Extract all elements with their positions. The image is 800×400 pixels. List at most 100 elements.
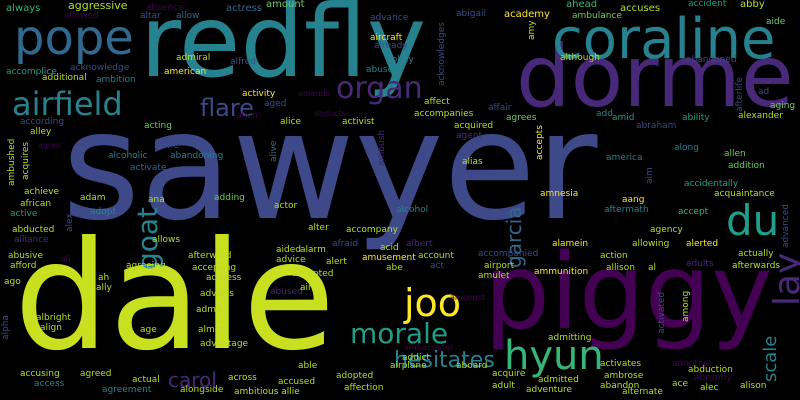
word-alex: alex xyxy=(65,213,75,232)
word-alpha: alpha xyxy=(1,315,11,340)
word-activist: activist xyxy=(342,117,375,127)
word-actress: actress xyxy=(226,3,263,14)
word-acquires: acquires xyxy=(21,141,31,180)
word-aang: aang xyxy=(622,195,645,205)
word-aim: aim xyxy=(645,167,655,184)
word-alley: alley xyxy=(30,127,52,137)
word-action: action xyxy=(600,251,628,261)
word-alias: alias xyxy=(462,157,483,167)
word-aging: aging xyxy=(770,101,796,111)
word-piggy: piggy xyxy=(484,231,773,353)
word-allows: allows xyxy=(152,235,181,245)
word-organ: organ xyxy=(336,71,423,106)
word-acting: acting xyxy=(144,121,172,131)
word-ambrose: ambrose xyxy=(604,371,644,381)
word-aggressive: aggressive xyxy=(68,0,128,12)
word-airplane: airplane xyxy=(390,361,427,371)
word-agrees: agrees xyxy=(506,113,537,123)
word-along: along xyxy=(674,143,699,153)
word-ah: ah xyxy=(98,273,110,283)
word-accepting: accepting xyxy=(192,263,237,273)
word-afraid: afraid xyxy=(332,239,359,249)
word-affect: affect xyxy=(424,97,450,107)
word-acquaintance: acquaintance xyxy=(714,189,775,199)
word-accompanies: accompanies xyxy=(414,109,474,119)
word-alongside: alongside xyxy=(180,385,224,395)
word-amusement: amusement xyxy=(362,253,416,263)
word-abused: abused xyxy=(270,287,303,297)
word-ana: ana xyxy=(148,195,165,205)
word-amy: amy xyxy=(527,20,537,40)
word-alert: alert xyxy=(326,257,347,267)
word-allow: allow xyxy=(176,11,200,21)
word-ambitious-allie: ambitious allie xyxy=(234,387,300,397)
word-ad: ad xyxy=(758,87,770,97)
word-add: add xyxy=(596,109,613,119)
word-alternate: alternate xyxy=(622,387,663,397)
word-ammunition: ammunition xyxy=(534,267,589,277)
word-addict: addict xyxy=(402,353,430,363)
word-abuse: abuse xyxy=(366,65,394,75)
word-albright: albright xyxy=(36,313,71,323)
word-air: air xyxy=(300,283,312,293)
word-agreement: agreement xyxy=(102,385,152,395)
word-advises: advises xyxy=(200,289,234,299)
word-across: across xyxy=(228,373,257,383)
word-airfield: airfield xyxy=(12,85,123,123)
word-abraham: abraham xyxy=(636,121,677,131)
word-joo: joo xyxy=(404,281,462,325)
word-aircraft: aircraft xyxy=(370,33,403,43)
word-alfred: alfred xyxy=(230,57,256,67)
word-aide: aide xyxy=(766,17,786,27)
word-ahead: ahead xyxy=(566,0,598,10)
word-afterwards: afterwards xyxy=(732,261,781,271)
word-act: act xyxy=(430,261,444,271)
word-ali: ali xyxy=(60,255,71,265)
word-al: al xyxy=(648,263,657,273)
word-afford: afford xyxy=(10,261,37,271)
word-additional: additional xyxy=(42,73,87,83)
word-adopted: adopted xyxy=(336,371,374,381)
word-advance: advance xyxy=(370,13,409,23)
word-airport: airport xyxy=(484,261,515,271)
word-acquired: acquired xyxy=(454,121,494,131)
word-among: among xyxy=(681,290,691,322)
word-coraline: coraline xyxy=(552,7,776,72)
word-alexander: alexander xyxy=(738,111,783,121)
word-alter: alter xyxy=(308,223,329,233)
word-abbey: abbey xyxy=(386,55,414,65)
word-ability: ability xyxy=(682,113,710,123)
word-advice: advice xyxy=(276,255,306,265)
word-abe: abe xyxy=(386,263,403,273)
word-accomplice: accomplice xyxy=(6,67,57,77)
word-admit: admit xyxy=(196,305,223,315)
word-ambush: ambush xyxy=(377,129,387,166)
word-amends: amends xyxy=(298,89,330,98)
word-albert: albert xyxy=(406,239,433,249)
word-aged: aged xyxy=(264,99,287,109)
word-alone: alone xyxy=(154,141,179,151)
word-sawyer: sawyer xyxy=(62,80,598,254)
word-active: active xyxy=(10,209,38,219)
word-alec: alec xyxy=(700,383,719,393)
word-admiral: admiral xyxy=(176,53,211,63)
word-amulet: amulet xyxy=(478,271,510,281)
word-flare: flare xyxy=(200,94,254,122)
word-accepts: accepts xyxy=(535,125,545,160)
word-amid: amid xyxy=(612,113,635,123)
word-adopt: adopt xyxy=(90,207,116,217)
word-age: age xyxy=(140,325,157,335)
word-actually: actually xyxy=(738,249,774,259)
word-accident: accident xyxy=(688,0,727,9)
word-always: always xyxy=(6,3,41,14)
word-alison: alison xyxy=(740,381,767,391)
word-affection: affection xyxy=(344,383,384,393)
word-amongst: amongst xyxy=(450,293,486,302)
word-alien: alien xyxy=(236,111,258,121)
word-already: already xyxy=(374,41,408,51)
word-alcoholic: alcoholic xyxy=(108,151,148,161)
word-activated: activated xyxy=(657,291,667,334)
word-admitting: admitting xyxy=(548,333,592,343)
word-agreed: agreed xyxy=(80,369,112,379)
